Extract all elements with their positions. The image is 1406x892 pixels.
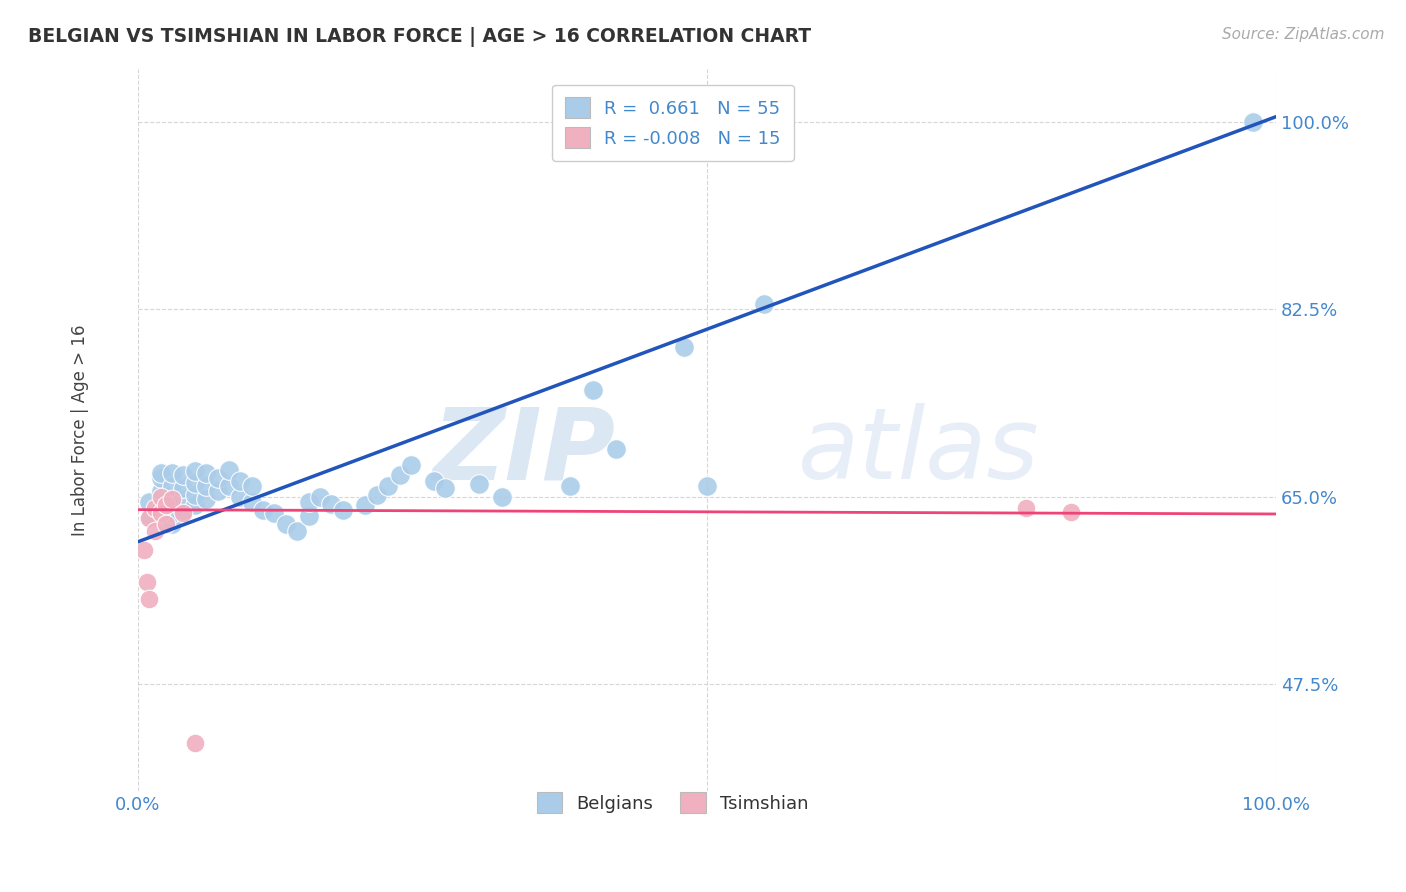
Point xyxy=(149,467,172,481)
Point xyxy=(752,297,775,311)
Point xyxy=(160,467,183,481)
Point xyxy=(172,491,194,506)
Point xyxy=(423,474,446,488)
Point xyxy=(252,502,274,516)
Point xyxy=(155,499,177,513)
Point xyxy=(160,506,183,520)
Point xyxy=(229,474,252,488)
Text: Source: ZipAtlas.com: Source: ZipAtlas.com xyxy=(1222,27,1385,42)
Legend: Belgians, Tsimshian: Belgians, Tsimshian xyxy=(524,780,821,826)
Point xyxy=(605,442,627,456)
Point xyxy=(160,491,183,506)
Text: atlas: atlas xyxy=(799,403,1039,500)
Point xyxy=(582,383,605,397)
Point xyxy=(1060,505,1083,519)
Point xyxy=(1241,115,1264,129)
Point xyxy=(184,475,207,490)
Point xyxy=(184,464,207,478)
Point xyxy=(297,495,319,509)
Point xyxy=(354,499,377,513)
Point xyxy=(263,506,285,520)
Point xyxy=(172,481,194,495)
Point xyxy=(366,488,388,502)
Point xyxy=(207,470,229,484)
Point xyxy=(309,490,332,504)
Point xyxy=(195,467,218,481)
Point xyxy=(377,479,399,493)
Point xyxy=(155,516,177,531)
Point xyxy=(399,458,422,472)
Point xyxy=(172,502,194,516)
Point xyxy=(560,479,582,493)
Point xyxy=(207,484,229,499)
Point xyxy=(136,575,159,590)
Point xyxy=(138,511,160,525)
Point xyxy=(184,499,207,513)
Point xyxy=(321,497,343,511)
Point xyxy=(218,479,240,493)
Point xyxy=(149,484,172,499)
Y-axis label: In Labor Force | Age > 16: In Labor Force | Age > 16 xyxy=(72,324,89,536)
Point xyxy=(229,490,252,504)
Point xyxy=(143,500,166,515)
Point xyxy=(297,509,319,524)
Point xyxy=(132,543,155,558)
Point xyxy=(274,516,297,531)
Point xyxy=(696,479,718,493)
Point xyxy=(332,502,354,516)
Point xyxy=(143,524,166,538)
Point xyxy=(240,495,263,509)
Point xyxy=(160,516,183,531)
Point xyxy=(184,488,207,502)
Point xyxy=(138,591,160,606)
Point xyxy=(149,470,172,484)
Point xyxy=(673,340,696,354)
Text: BELGIAN VS TSIMSHIAN IN LABOR FORCE | AGE > 16 CORRELATION CHART: BELGIAN VS TSIMSHIAN IN LABOR FORCE | AG… xyxy=(28,27,811,46)
Point xyxy=(218,463,240,477)
Point xyxy=(160,491,183,506)
Point xyxy=(1014,500,1036,515)
Point xyxy=(491,490,513,504)
Point xyxy=(149,506,172,520)
Point xyxy=(149,500,172,515)
Point xyxy=(160,479,183,493)
Point xyxy=(138,511,160,525)
Point xyxy=(195,479,218,493)
Point xyxy=(468,477,491,491)
Point xyxy=(434,481,457,495)
Point xyxy=(285,524,308,538)
Point xyxy=(138,495,160,509)
Point xyxy=(388,468,411,483)
Point xyxy=(149,490,172,504)
Point xyxy=(172,468,194,483)
Point xyxy=(184,736,207,750)
Point xyxy=(240,479,263,493)
Point xyxy=(172,506,194,520)
Point xyxy=(195,491,218,506)
Text: ZIP: ZIP xyxy=(433,403,616,500)
